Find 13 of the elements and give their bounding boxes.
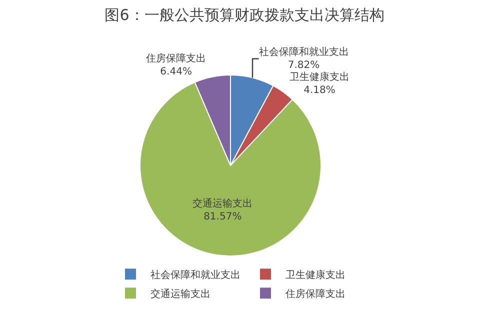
data-label: 81.57%	[204, 212, 242, 223]
data-label: 7.82%	[288, 60, 320, 72]
legend-label: 社会保障和就业支出	[150, 269, 240, 282]
slice-label: 卫生健康支出	[290, 71, 350, 84]
slice-label: 交通运输支出	[192, 198, 253, 210]
legend-label: 住房保障支出	[286, 288, 346, 300]
legend-label: 交通运输支出	[150, 288, 210, 300]
data-label: 6.44%	[160, 66, 192, 78]
chart-title: 图6：一般公共预算财政拨款支出决算结构	[104, 6, 384, 24]
slice-label: 住房保障支出	[146, 52, 206, 64]
data-label: 4.18%	[304, 85, 336, 96]
slice-label: 社会保障和就业支出	[258, 46, 349, 58]
legend-label: 卫生健康支出	[286, 269, 346, 282]
